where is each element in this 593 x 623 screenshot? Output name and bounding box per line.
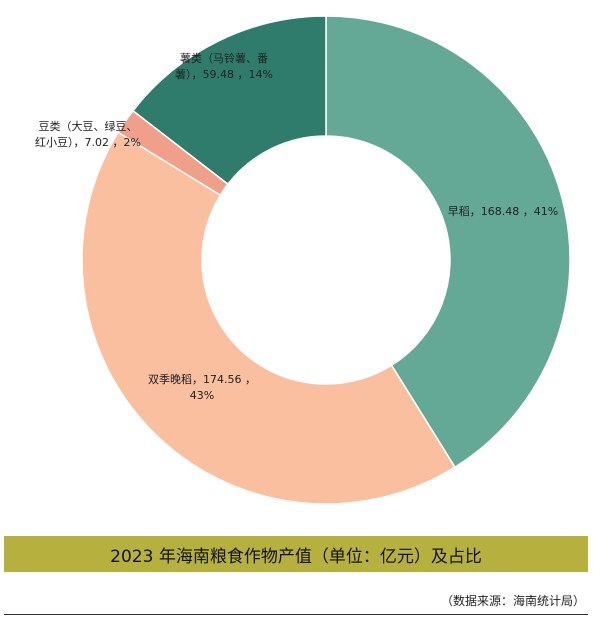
donut-labels: 早稻，168.48 ，41% 双季晚稻，174.56 ， 43% 豆类（大豆、绿豆、红… (35, 51, 558, 402)
label-late-rice: 双季晚稻，174.56 ， 43% (148, 373, 256, 402)
chart-title: 2023 年海南粮食作物产值（单位：亿元）及占比 (110, 546, 482, 567)
donut-slices (81, 15, 571, 505)
slice-late-rice (81, 131, 456, 505)
bottom-divider (4, 614, 588, 615)
data-source-note: （数据来源：海南统计局） (440, 594, 585, 608)
donut-chart: 早稻，168.48 ，41% 双季晚稻，174.56 ， 43% 豆类（大豆、绿豆、红… (35, 15, 571, 505)
label-beans: 豆类（大豆、绿豆、红小豆），7.02 ，2% (35, 119, 141, 149)
label-tubers: 薯类（马铃薯、番薯），59.48 ，14% (175, 51, 273, 81)
chart-title-bar: 2023 年海南粮食作物产值（单位：亿元）及占比 (4, 536, 588, 572)
slice-early-rice (325, 15, 571, 469)
label-early-rice: 早稻，168.48 ，41% (448, 205, 558, 218)
slice-tubers (131, 15, 327, 186)
